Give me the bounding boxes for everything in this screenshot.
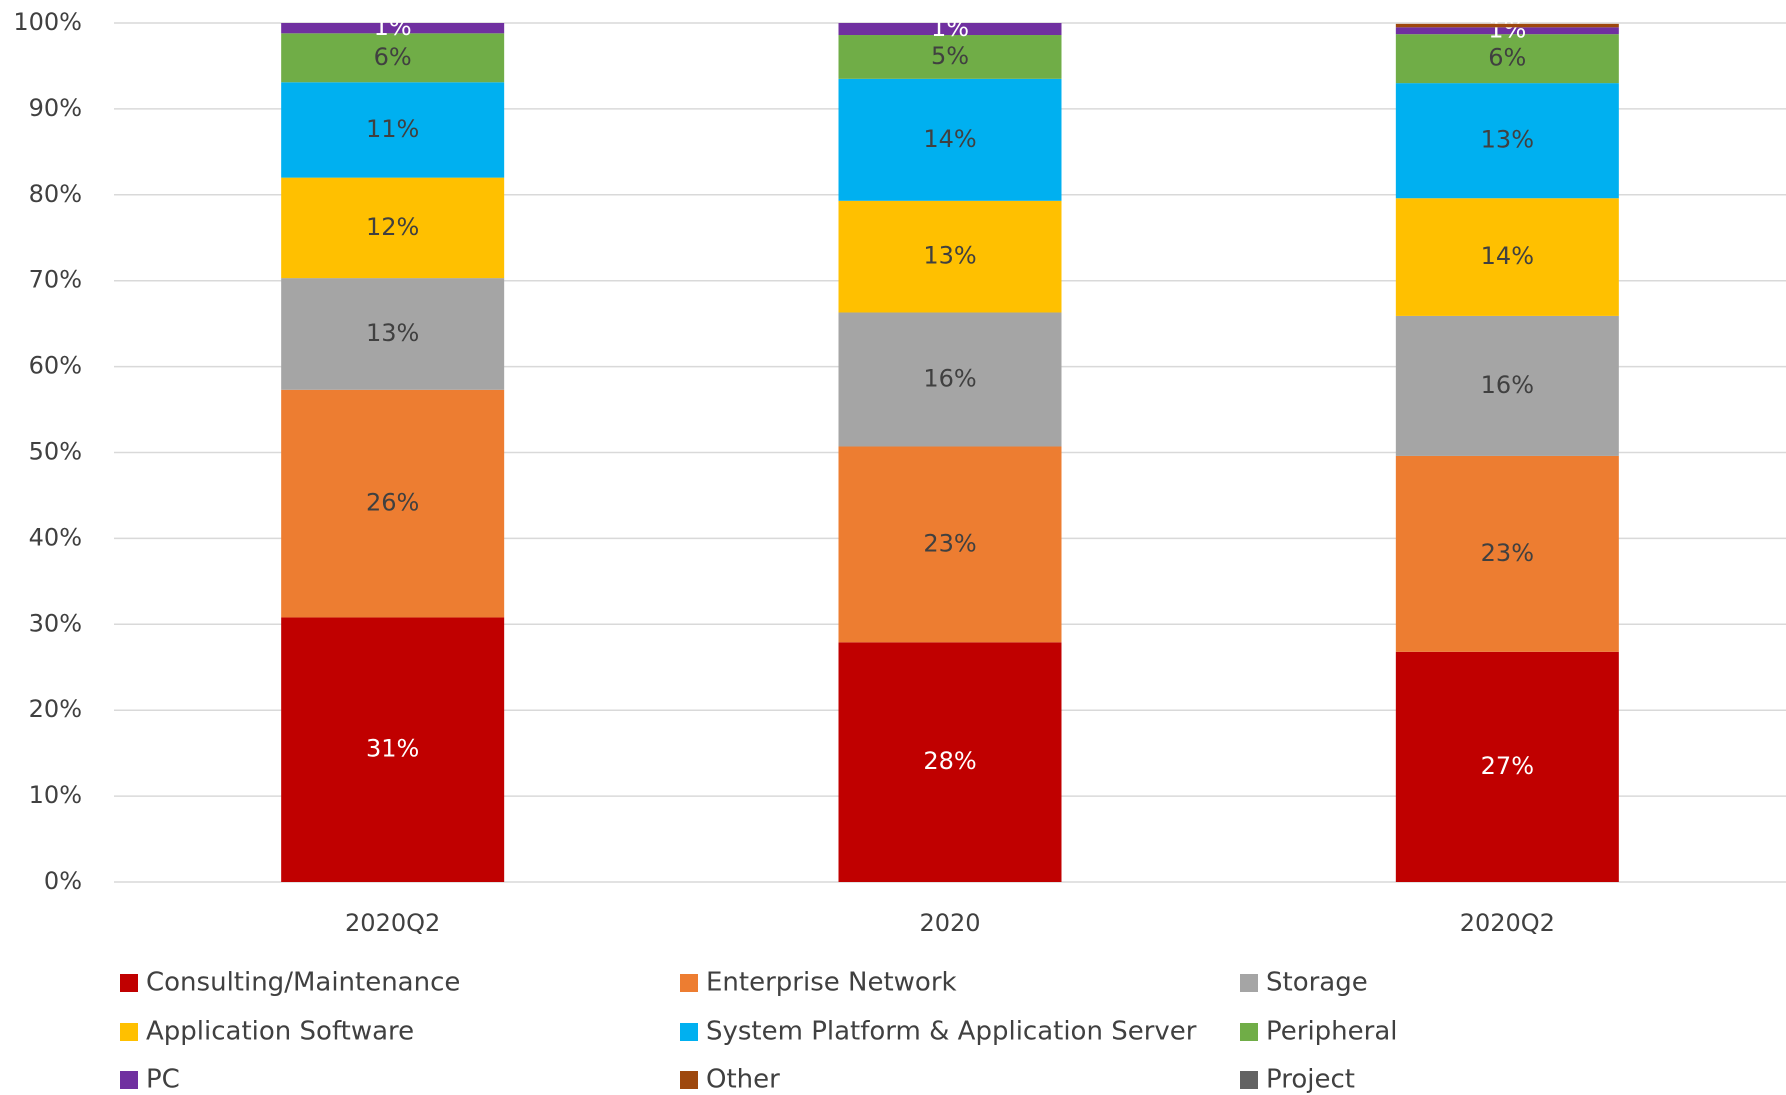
legend-label: Other — [706, 1065, 780, 1095]
x-tick-label: 2020Q2 — [1460, 909, 1555, 937]
bar-segment — [838, 35, 1062, 79]
data-label: 1% — [931, 14, 969, 42]
bar-segment — [281, 23, 505, 34]
data-label: 23% — [1481, 539, 1534, 567]
data-label: 14% — [1481, 242, 1534, 270]
legend-label: Peripheral — [1266, 1017, 1398, 1047]
y-tick-label: 100% — [13, 8, 82, 36]
data-label: 13% — [923, 242, 976, 270]
y-tick-label: 10% — [29, 781, 82, 809]
legend-label: Consulting/Maintenance — [146, 968, 460, 998]
y-tick-label: 30% — [29, 609, 82, 637]
legend-label: Storage — [1266, 968, 1368, 998]
legend-swatch — [120, 1023, 138, 1041]
bar-segment — [281, 617, 505, 882]
data-label: 14% — [923, 125, 976, 153]
legend-label: Project — [1266, 1065, 1355, 1095]
bar-segment — [281, 82, 505, 178]
y-tick-label: 60% — [29, 352, 82, 380]
legend-swatch — [680, 1071, 698, 1089]
data-label: 11% — [366, 115, 419, 143]
data-label: 5% — [931, 42, 969, 70]
data-label: 12% — [366, 213, 419, 241]
legend-swatch — [680, 1023, 698, 1041]
bar-segment — [281, 278, 505, 390]
x-tick-label: 2020 — [919, 909, 980, 937]
data-label: 28% — [923, 747, 976, 775]
bar-segment — [838, 78, 1062, 201]
bar-segment — [838, 312, 1062, 447]
legend-label: PC — [146, 1065, 180, 1095]
legend-swatch — [120, 974, 138, 992]
data-label: 26% — [366, 489, 419, 517]
data-label: 6% — [374, 43, 412, 71]
y-tick-label: 20% — [29, 695, 82, 723]
y-tick-label: 50% — [29, 438, 82, 466]
bar-segment — [1395, 34, 1619, 84]
y-tick-label: 90% — [29, 94, 82, 122]
bar-segment — [838, 200, 1062, 313]
legend-swatch — [680, 974, 698, 992]
data-label: 1% — [374, 13, 412, 41]
data-label: 1% — [1488, 16, 1526, 44]
y-tick-label: 0% — [44, 867, 82, 895]
x-tick-label: 2020Q2 — [345, 909, 440, 937]
bar-segment — [838, 23, 1062, 36]
legend-label: Application Software — [146, 1017, 414, 1047]
data-label: 31% — [366, 735, 419, 763]
data-label: 16% — [1481, 371, 1534, 399]
data-label: 27% — [1481, 752, 1534, 780]
bar-segment — [281, 177, 505, 279]
legend-swatch — [1240, 1071, 1258, 1089]
data-label: 16% — [923, 364, 976, 392]
bar-segment — [1395, 651, 1619, 882]
bar-segment — [1395, 23, 1619, 28]
y-tick-label: 40% — [29, 523, 82, 551]
legend-swatch — [1240, 1023, 1258, 1041]
bar-segment — [838, 446, 1062, 643]
y-tick-label: 80% — [29, 180, 82, 208]
legend-label: System Platform & Application Server — [706, 1017, 1197, 1047]
data-label: 13% — [1481, 126, 1534, 154]
legend-label: Enterprise Network — [706, 968, 957, 998]
data-label: 13% — [366, 319, 419, 347]
data-label: 23% — [923, 529, 976, 557]
bar-segment — [1395, 198, 1619, 316]
bar-segment — [1395, 315, 1619, 456]
bar-segment — [1395, 455, 1619, 652]
bar-segment — [281, 389, 505, 618]
bar-segment — [1395, 27, 1619, 35]
bar-segment — [838, 642, 1062, 882]
data-label: 6% — [1488, 44, 1526, 72]
bar-segment — [1395, 83, 1619, 199]
legend-swatch — [120, 1071, 138, 1089]
y-tick-label: 70% — [29, 266, 82, 294]
legend-swatch — [1240, 974, 1258, 992]
bar-segment — [281, 33, 505, 83]
